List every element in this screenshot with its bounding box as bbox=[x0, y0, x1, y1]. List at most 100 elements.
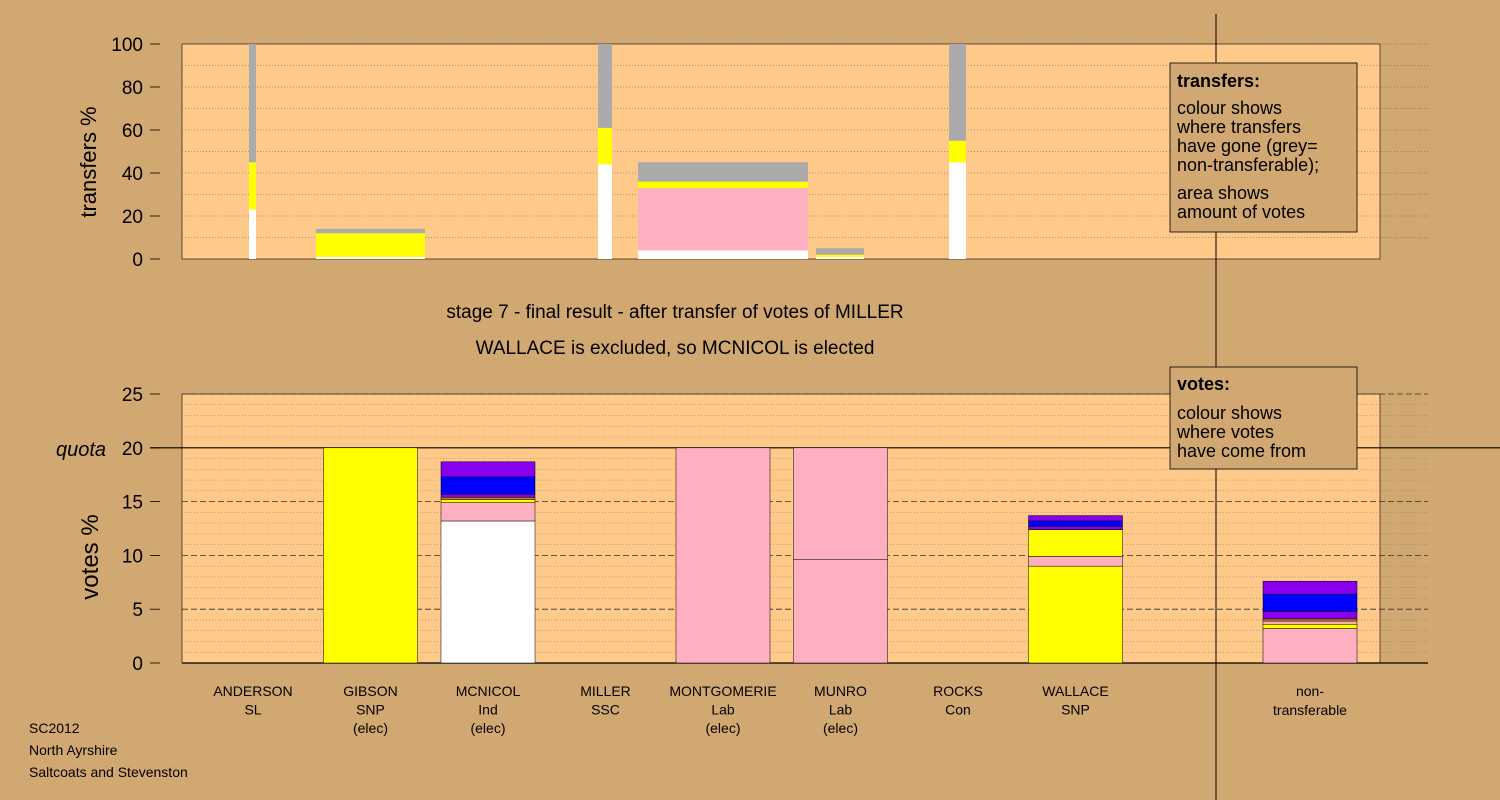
transfer-segment-anderson bbox=[249, 162, 256, 210]
vote-segment-non-transferable bbox=[1262, 624, 1358, 629]
transfer-segment-mcnicol bbox=[598, 164, 612, 259]
transfers-legend-line: non-transferable); bbox=[1177, 155, 1319, 175]
vote-segment-wallace bbox=[1028, 515, 1123, 522]
transfers-bars bbox=[249, 44, 966, 259]
candidate-label: Con bbox=[945, 702, 971, 718]
vote-segment-wallace bbox=[1028, 526, 1123, 530]
votes-legend-line: where votes bbox=[1176, 422, 1274, 442]
candidate-label: WALLACE bbox=[1042, 683, 1108, 699]
vote-segment-mcnicol bbox=[440, 493, 536, 498]
transfers-legend-title: transfers: bbox=[1177, 71, 1260, 91]
votes-legend: votes: colour shows where votes have com… bbox=[1169, 366, 1358, 470]
candidate-label: MILLER bbox=[580, 683, 631, 699]
y-tick-label: 60 bbox=[122, 121, 143, 142]
transfers-legend-line: amount of votes bbox=[1177, 202, 1305, 222]
vote-segment-mcnicol bbox=[440, 499, 536, 503]
candidate-label: (elec) bbox=[353, 720, 388, 736]
transfer-segment-gibson bbox=[316, 228, 425, 234]
vote-segment-mcnicol bbox=[440, 497, 536, 500]
vote-segment-mcnicol bbox=[440, 502, 536, 522]
y-tick-label: 0 bbox=[132, 250, 143, 271]
vote-segment-non-transferable bbox=[1262, 628, 1358, 664]
candidate-label: MCNICOL bbox=[456, 683, 521, 699]
y-tick-label: 20 bbox=[122, 439, 143, 460]
vote-segment-non-transferable bbox=[1262, 611, 1358, 620]
candidate-label: SNP bbox=[1061, 702, 1090, 718]
vote-segment-munro bbox=[793, 447, 888, 560]
votes-y-ticks: 0 5 10 15 20 25 bbox=[122, 385, 160, 675]
transfer-segment-anderson bbox=[249, 44, 256, 163]
vote-segment-montgomerie bbox=[675, 447, 771, 664]
candidate-label: GIBSON bbox=[343, 683, 397, 699]
transfers-legend-line: have gone (grey= bbox=[1177, 136, 1318, 156]
stage-title: stage 7 - final result - after transfer … bbox=[446, 302, 903, 323]
transfer-segment-rocks bbox=[949, 44, 966, 141]
transfers-y-ticks: 0 20 40 60 80 100 bbox=[111, 35, 160, 271]
transfers-y-axis-label: transfers % bbox=[76, 106, 101, 217]
candidate-label: Lab bbox=[711, 702, 735, 718]
transfer-segment-munro bbox=[816, 256, 864, 259]
votes-legend-line: have come from bbox=[1177, 441, 1306, 461]
candidate-labels: ANDERSON SL GIBSON SNP (elec) MCNICOL Ind (elec… bbox=[213, 683, 1108, 736]
transfer-segment-gibson bbox=[316, 256, 425, 259]
votes-legend-title: votes: bbox=[1177, 374, 1230, 394]
transfer-segment-montgomerie bbox=[638, 250, 808, 259]
y-tick-label: 15 bbox=[122, 493, 143, 514]
y-tick-label: 80 bbox=[122, 78, 143, 99]
transfer-segment-mcnicol bbox=[598, 127, 612, 165]
candidate-label: SNP bbox=[356, 702, 385, 718]
y-tick-label: 40 bbox=[122, 164, 143, 185]
y-tick-label: 100 bbox=[111, 35, 143, 56]
transfer-segment-munro bbox=[816, 248, 864, 255]
candidate-label: ANDERSON bbox=[213, 683, 292, 699]
votes-bars bbox=[323, 447, 1358, 664]
transfer-segment-montgomerie bbox=[638, 188, 808, 251]
transfer-segment-rocks bbox=[949, 162, 966, 259]
votes-legend-line: colour shows bbox=[1177, 403, 1282, 423]
transfers-legend-line: colour shows bbox=[1177, 98, 1282, 118]
vote-segment-non-transferable bbox=[1262, 618, 1358, 622]
transfer-segment-montgomerie bbox=[638, 181, 808, 189]
candidate-label: SSC bbox=[591, 702, 620, 718]
vote-segment-munro bbox=[793, 559, 888, 664]
vote-segment-wallace bbox=[1028, 529, 1123, 557]
y-tick-label: 0 bbox=[132, 654, 143, 675]
y-tick-label: 25 bbox=[122, 385, 143, 406]
candidate-label: (elec) bbox=[705, 720, 740, 736]
y-tick-label: 5 bbox=[132, 600, 143, 621]
y-tick-label: 10 bbox=[122, 546, 143, 567]
vote-segment-mcnicol bbox=[440, 476, 536, 495]
candidate-label: MUNRO bbox=[814, 683, 867, 699]
transfer-segment-mcnicol bbox=[598, 44, 612, 128]
candidate-label: Ind bbox=[478, 702, 497, 718]
candidate-label: (elec) bbox=[470, 720, 505, 736]
nontransferable-label: transferable bbox=[1273, 702, 1347, 718]
vote-segment-wallace bbox=[1028, 565, 1123, 664]
transfer-segment-anderson bbox=[249, 209, 256, 259]
footer-election: SC2012 bbox=[29, 720, 80, 736]
transfers-legend: transfers: colour shows where transfers … bbox=[1169, 62, 1358, 233]
quota-label: quota bbox=[56, 439, 106, 461]
vote-segment-mcnicol bbox=[440, 520, 536, 664]
vote-segment-mcnicol bbox=[440, 461, 536, 478]
vote-segment-non-transferable bbox=[1262, 580, 1358, 595]
nontransferable-label: non- bbox=[1296, 683, 1324, 699]
transfers-legend-line: area shows bbox=[1177, 183, 1269, 203]
candidate-label: ROCKS bbox=[933, 683, 983, 699]
candidate-label: SL bbox=[244, 702, 261, 718]
candidate-label: Lab bbox=[829, 702, 853, 718]
vote-segment-non-transferable bbox=[1262, 593, 1358, 612]
vote-segment-non-transferable bbox=[1262, 620, 1358, 625]
transfer-segment-montgomerie bbox=[638, 162, 808, 182]
candidate-label: (elec) bbox=[823, 720, 858, 736]
votes-y-axis-label: votes % bbox=[77, 514, 104, 599]
transfer-segment-munro bbox=[816, 254, 864, 257]
footer-council: North Ayrshire bbox=[29, 742, 118, 758]
footer-ward: Saltcoats and Stevenston bbox=[29, 764, 188, 780]
vote-segment-wallace bbox=[1028, 520, 1123, 527]
vote-segment-wallace bbox=[1028, 556, 1123, 567]
y-tick-label: 20 bbox=[122, 207, 143, 228]
transfer-segment-gibson bbox=[316, 233, 425, 257]
transfers-legend-line: where transfers bbox=[1176, 117, 1301, 137]
